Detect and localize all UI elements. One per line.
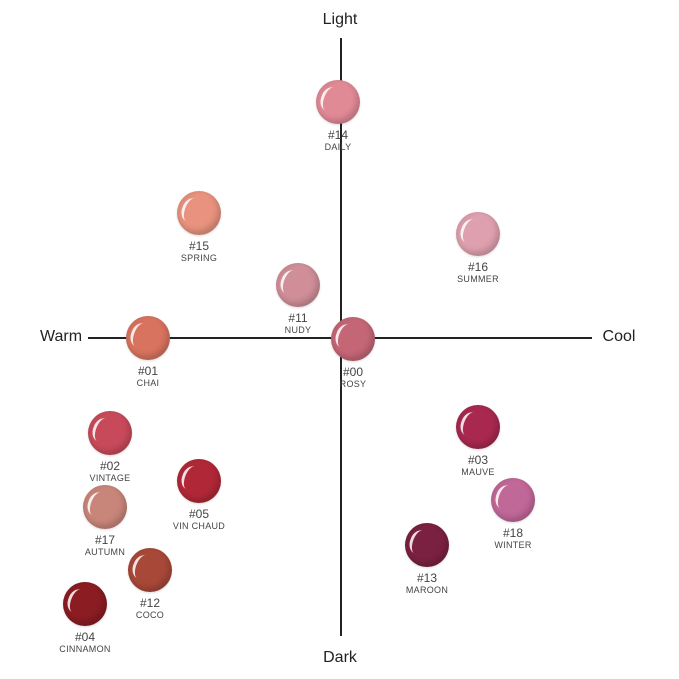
axis-label-light: Light [322,11,358,28]
shade-color-dot[interactable] [491,478,535,522]
shade-name: CHAI [136,378,160,388]
shade-number: #11 [288,311,308,325]
shade-name: WINTER [494,540,532,550]
shade-name: VIN CHAUD [172,521,226,531]
shade-color-dot[interactable] [331,317,375,361]
shade-name: NUDY [284,325,312,335]
shade-name: MAUVE [461,467,495,477]
shade-number: #17 [94,533,116,547]
shade-name: SUMMER [457,274,499,284]
shade-name: MAROON [405,585,449,595]
shade-color-dot[interactable] [177,191,221,235]
shade-number: #01 [137,364,159,378]
shade-name: CINNAMON [59,644,111,654]
shade-color-dot[interactable] [63,582,107,626]
shade-name: DAILY [324,142,352,152]
shade-color-dot[interactable] [405,523,449,567]
axis-label-warm: Warm [39,328,83,345]
shade-color-dot[interactable] [276,263,320,307]
shade-color-dot[interactable] [316,80,360,124]
shade-name: ROSY [339,379,367,389]
shade-number: #12 [139,596,161,610]
shade-number: #04 [74,630,96,644]
shade-name: VINTAGE [89,473,131,483]
shade-number: #05 [188,507,210,521]
shade-number: #02 [99,459,121,473]
axis-label-cool: Cool [602,328,636,345]
shade-number: #14 [327,128,349,142]
shade-number: #00 [342,365,364,379]
shade-color-dot[interactable] [456,405,500,449]
shade-color-dot[interactable] [456,212,500,256]
shade-name: SPRING [180,253,218,263]
shade-number: #15 [188,239,210,253]
shade-color-dot[interactable] [126,316,170,360]
shade-number: #13 [416,571,438,585]
shade-number: #16 [467,260,489,274]
axis-label-dark: Dark [323,649,357,666]
shade-name: COCO [135,610,165,620]
shade-color-dot[interactable] [177,459,221,503]
shade-color-dot[interactable] [128,548,172,592]
shade-color-dot[interactable] [88,411,132,455]
shade-color-dot[interactable] [83,485,127,529]
shade-name: AUTUMN [84,547,126,557]
shade-number: #03 [467,453,489,467]
shade-number: #18 [502,526,524,540]
